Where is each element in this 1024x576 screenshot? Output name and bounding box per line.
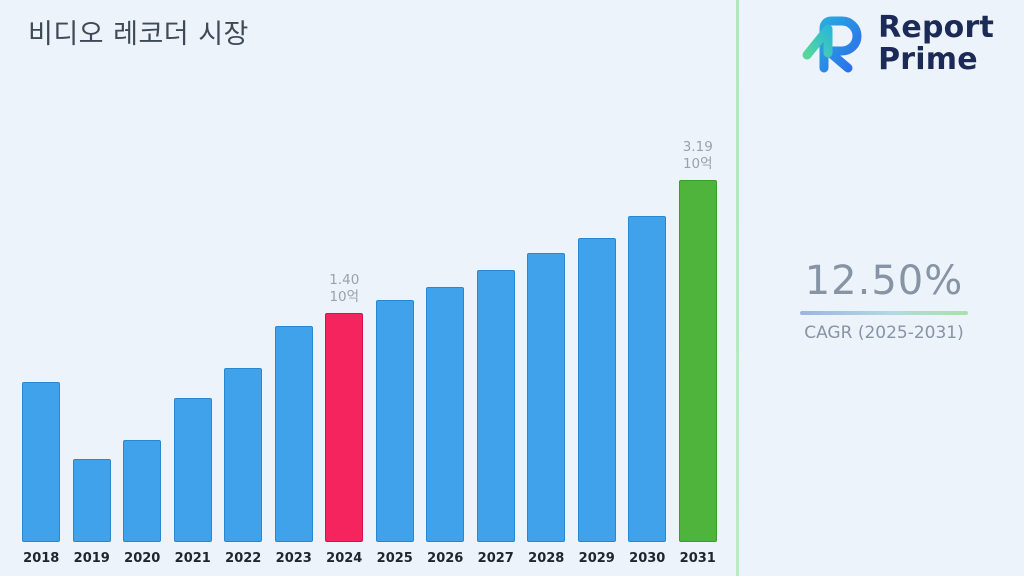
bar-slot-2031: 3.19 10억 2031 xyxy=(673,139,724,566)
x-axis-label-2030: 2030 xyxy=(629,551,666,566)
bar-slot-2024: 1.40 10억 2024 xyxy=(319,272,370,566)
x-axis-label-2020: 2020 xyxy=(124,551,161,566)
bar-slot-2030: 2030 xyxy=(622,216,673,566)
bar-2023 xyxy=(274,326,313,542)
cagr-stat: 12.50% CAGR (2025-2031) xyxy=(788,258,980,343)
x-axis-label-2029: 2029 xyxy=(578,551,615,566)
x-axis-label-2021: 2021 xyxy=(174,551,211,566)
bar-2025 xyxy=(375,300,414,542)
page-title: 비디오 레코더 시장 xyxy=(28,19,249,50)
bar-slot-2018: 2018 xyxy=(16,382,67,566)
brand-logo: Report Prime xyxy=(798,8,994,80)
bar-slot-2019: 2019 xyxy=(67,459,118,566)
brand-name: Report Prime xyxy=(878,12,994,76)
x-axis-label-2019: 2019 xyxy=(73,551,110,566)
vertical-divider xyxy=(736,0,739,576)
bar-2027 xyxy=(476,270,515,542)
x-axis-label-2027: 2027 xyxy=(477,551,514,566)
bar-annotation-2031: 3.19 10억 xyxy=(682,139,713,173)
bar-slot-2026: 2026 xyxy=(420,287,471,566)
bar-2020 xyxy=(123,440,162,542)
bar-slot-2027: 2027 xyxy=(471,270,522,566)
bar-slot-2023: 2023 xyxy=(269,326,320,566)
bar-slot-2025: 2025 xyxy=(370,300,421,566)
bar-2021 xyxy=(173,398,212,542)
cagr-value: 12.50% xyxy=(804,258,964,304)
brand-name-line1: Report xyxy=(878,10,994,46)
bar-2024 xyxy=(325,313,364,542)
report-prime-logo-icon xyxy=(802,16,862,73)
bar-2019 xyxy=(72,459,111,542)
bar-chart: 2018 2019 2020 2021 2022 2023 1.40 10억 2024 2025 2… xyxy=(16,139,723,566)
x-axis-label-2018: 2018 xyxy=(23,551,60,566)
cagr-label: CAGR (2025-2031) xyxy=(804,323,964,343)
bar-2030 xyxy=(628,216,667,542)
bar-2028 xyxy=(527,253,566,542)
stat-underline xyxy=(800,311,968,315)
x-axis-label-2022: 2022 xyxy=(225,551,262,566)
bar-slot-2028: 2028 xyxy=(521,253,572,566)
bar-2018 xyxy=(22,382,61,542)
x-axis-label-2026: 2026 xyxy=(427,551,464,566)
bar-2022 xyxy=(224,368,263,542)
bar-2029 xyxy=(577,238,616,542)
bar-2031 xyxy=(678,180,717,542)
bar-slot-2029: 2029 xyxy=(572,238,623,566)
bar-2026 xyxy=(426,287,465,542)
brand-name-line2: Prime xyxy=(878,42,978,77)
x-axis-label-2031: 2031 xyxy=(679,551,716,566)
bar-slot-2022: 2022 xyxy=(218,368,269,566)
bar-slot-2021: 2021 xyxy=(168,398,219,566)
x-axis-label-2025: 2025 xyxy=(376,551,413,566)
bar-slot-2020: 2020 xyxy=(117,440,168,566)
x-axis-label-2023: 2023 xyxy=(275,551,312,566)
x-axis-label-2024: 2024 xyxy=(326,551,363,566)
bar-annotation-2024: 1.40 10억 xyxy=(329,272,360,306)
x-axis-label-2028: 2028 xyxy=(528,551,565,566)
